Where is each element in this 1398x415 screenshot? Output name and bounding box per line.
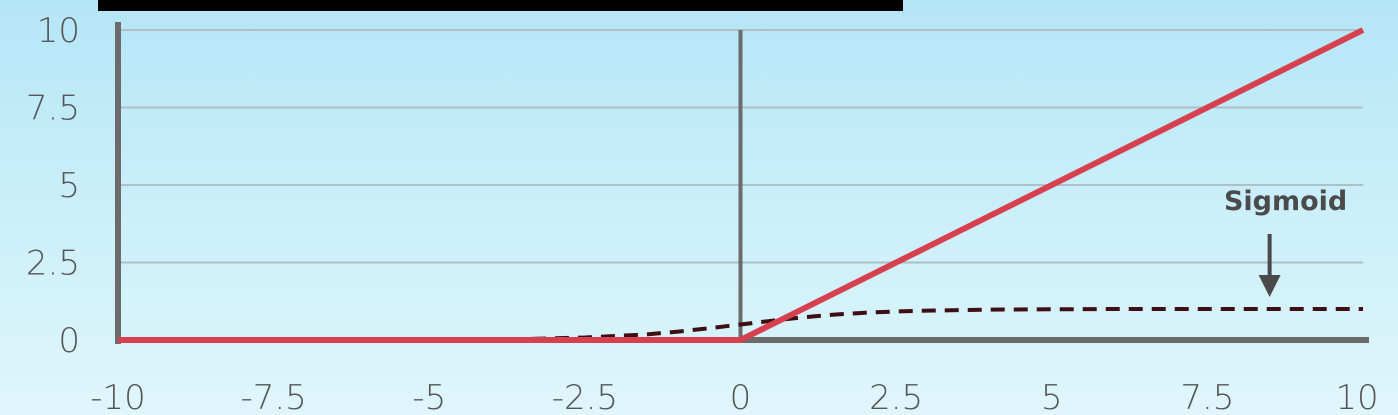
y-tick-label: 7.5 [26,89,80,129]
sigmoid-label: Sigmoid [1224,186,1347,217]
x-tick-label: 0 [730,378,752,415]
x-tick-label: 7.5 [1180,378,1234,415]
x-tick-label: -7.5 [240,378,306,415]
series [118,27,1365,343]
tick-labels: 0 2.5 5 7.5 10 -10 -7.5 -5 -2.5 0 2.5 5 7.5 10 [26,11,1379,415]
sigmoid-arrow-icon [1258,275,1281,297]
x-tick-label: 10 [1335,378,1378,415]
title-bar [98,0,903,11]
x-tick-label: 2.5 [869,378,923,415]
x-tick-label: -10 [90,378,146,415]
annotation: Sigmoid [1224,186,1347,297]
relu-series-line [118,27,1365,343]
axes [115,22,1369,344]
y-tick-label: 2.5 [26,244,80,284]
y-tick-label: 0 [58,321,80,361]
x-tick-label: 5 [1041,378,1063,415]
x-tick-label: -2.5 [552,378,618,415]
y-tick-label: 5 [58,166,80,206]
x-tick-label: -5 [412,378,446,415]
y-tick-label: 10 [37,11,80,51]
